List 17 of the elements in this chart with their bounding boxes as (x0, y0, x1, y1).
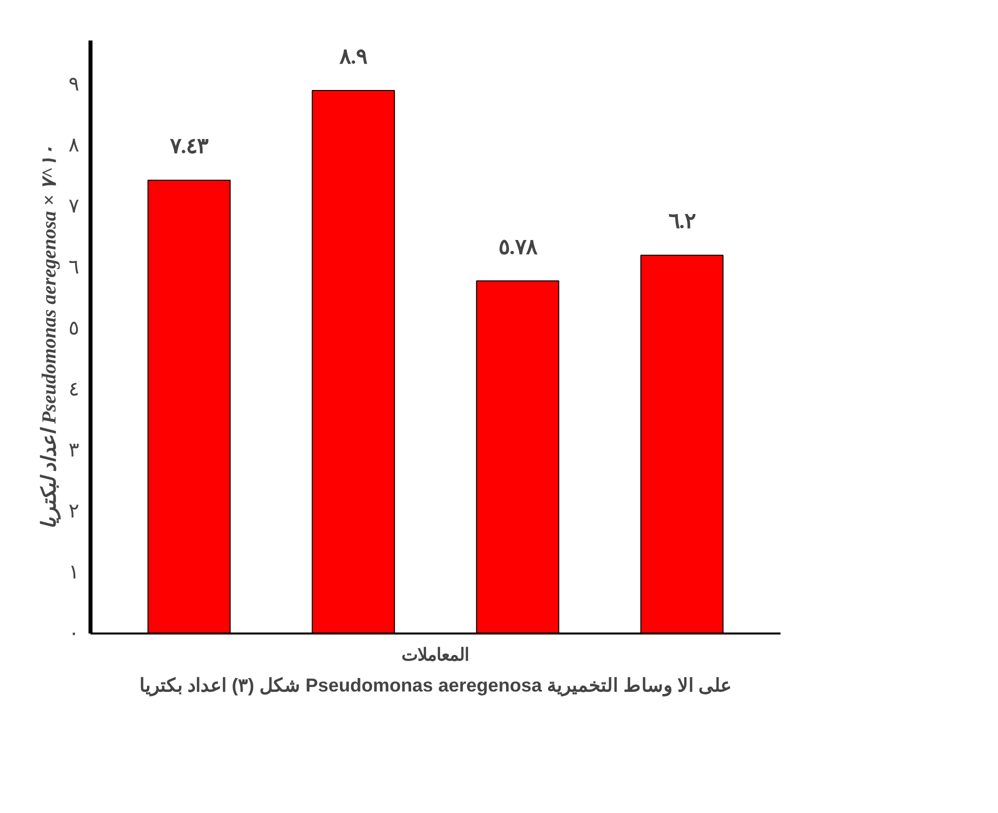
y-tick-label: ٠ (68, 622, 80, 644)
y-tick-label: ٩ (68, 73, 80, 96)
y-tick-label: ٨ (68, 134, 80, 156)
y-tick-label: ٥ (68, 317, 80, 340)
y-tick-label: ٧ (68, 195, 80, 218)
data-label: ٧.٤٣ (168, 134, 210, 158)
data-label: ٨.٩ (338, 44, 368, 69)
y-tick-label: ٣ (68, 439, 80, 462)
y-tick-label: ١ (68, 561, 80, 584)
y-axis-title: اعداد لبكتريا Pseudomonas aeregenosa × ١٠^٧ (38, 145, 62, 529)
x-axis-title: المعاملات (402, 644, 470, 664)
y-tick-label: ٦ (68, 256, 80, 278)
data-label: ٥.٧٨ (498, 234, 538, 259)
y-tick-label: ٢ (68, 500, 80, 522)
data-label: ٦.٢ (668, 209, 696, 234)
y-tick-label: ٤ (68, 378, 80, 400)
text: شكل (٣) اعداد بكتريا Pseudomonas aeregenosa على الا وساط التخميرية (139, 674, 732, 696)
